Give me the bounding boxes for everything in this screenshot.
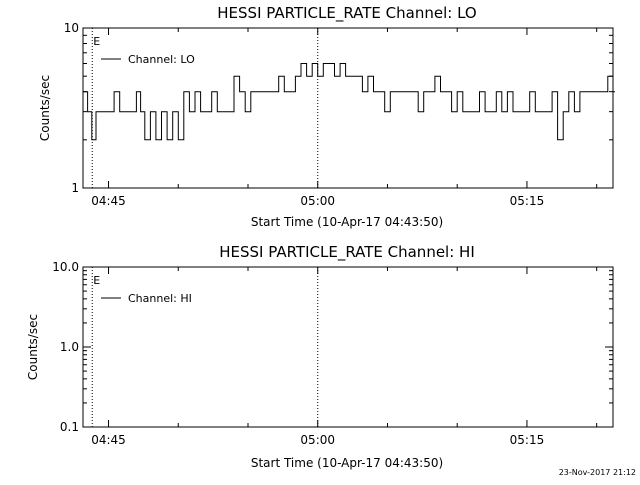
chart-panel-lo: HESSI PARTICLE_RATE Channel: LO Start Ti… — [38, 4, 615, 229]
event-label: E — [93, 35, 100, 48]
y-axis-label: Counts/sec — [38, 75, 52, 141]
x-axis-label: Start Time (10-Apr-17 04:43:50) — [251, 215, 443, 229]
y-tick-label: 0.1 — [60, 420, 79, 434]
event-label: E — [93, 274, 100, 287]
legend-label: Channel: LO — [128, 53, 195, 66]
generation-timestamp: 23-Nov-2017 21:12 — [559, 468, 636, 477]
chart-panel-hi: HESSI PARTICLE_RATE Channel: HI Start Ti… — [26, 243, 614, 470]
y-tick-label: 1 — [71, 181, 79, 195]
y-tick-label: 1.0 — [60, 340, 79, 354]
x-tick-label: 05:00 — [300, 433, 335, 447]
x-tick-label: 05:00 — [300, 194, 335, 208]
chart-title: HESSI PARTICLE_RATE Channel: LO — [217, 4, 476, 23]
y-tick-label: 10 — [64, 21, 79, 35]
plot-frame — [82, 266, 614, 428]
x-axis-label: Start Time (10-Apr-17 04:43:50) — [251, 456, 443, 470]
legend-label: Channel: HI — [128, 292, 192, 305]
y-axis-label: Counts/sec — [26, 314, 40, 380]
x-tick-label: 04:45 — [91, 433, 126, 447]
series-line — [83, 63, 615, 141]
y-tick-label: 10.0 — [52, 260, 79, 274]
x-tick-label: 05:15 — [510, 194, 545, 208]
x-tick-label: 05:15 — [510, 433, 545, 447]
chart-title: HESSI PARTICLE_RATE Channel: HI — [219, 243, 475, 262]
x-tick-label: 04:45 — [91, 194, 126, 208]
plot-frame — [82, 27, 614, 189]
